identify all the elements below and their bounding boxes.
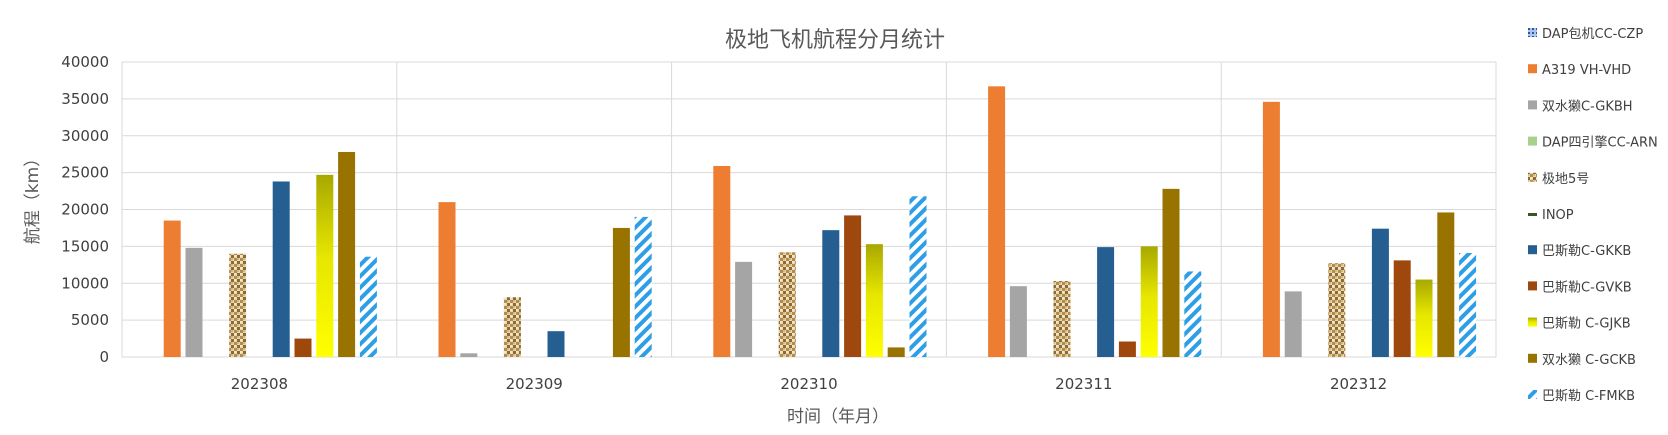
bar <box>163 220 181 357</box>
legend-label: 极地5号 <box>1542 172 1589 187</box>
chart-title: 极地飞机航程分月统计 <box>725 28 945 53</box>
legend-label: DAP包机CC-CZP <box>1542 27 1643 42</box>
y-tick-label: 30000 <box>61 127 109 145</box>
legend-label: A319 VH-VHD <box>1542 63 1631 78</box>
legend-swatch <box>1528 213 1537 216</box>
y-tick-label: 10000 <box>61 274 109 292</box>
bar <box>438 202 456 357</box>
y-axis-label: 航程（km） <box>23 150 43 244</box>
bar <box>272 181 290 357</box>
bar <box>1053 281 1071 357</box>
legend-label: DAP四引擎CC-ARN <box>1542 136 1658 151</box>
x-tick-label: 202308 <box>231 375 288 393</box>
legend-label: 双水獭C-GKBH <box>1542 99 1633 114</box>
legend-swatch <box>1528 317 1537 327</box>
bar <box>1162 188 1180 357</box>
x-axis-label: 时间（年月） <box>787 407 889 427</box>
bar <box>1393 260 1411 357</box>
bar <box>988 86 1006 358</box>
bar <box>1140 246 1158 357</box>
bar <box>1328 263 1346 357</box>
bar <box>1415 279 1433 357</box>
y-tick-label: 40000 <box>61 53 109 71</box>
y-tick-label: 0 <box>99 348 109 366</box>
bar <box>844 215 862 357</box>
bar <box>1097 247 1115 357</box>
y-tick-labels: 0 5000 10000 15000 20000 25000 30000 35000 40000 <box>61 53 109 366</box>
bar <box>1371 228 1389 357</box>
x-tick-labels: 202308 202309 202310 202311 202312 <box>231 375 1387 393</box>
bar <box>1437 212 1455 357</box>
legend: DAP包机CC-CZP A319 VH-VHD 双水獭C-GKBH DAP四引擎CC-… <box>1528 27 1658 404</box>
bar <box>778 252 796 357</box>
legend-swatch <box>1528 281 1537 291</box>
bar <box>865 244 883 357</box>
x-tick-label: 202311 <box>1055 375 1112 393</box>
bar <box>612 227 630 357</box>
bar <box>1459 253 1477 357</box>
legend-label: 巴斯勒C-GKKB <box>1542 244 1631 259</box>
y-tick-label: 20000 <box>61 201 109 219</box>
legend-swatch <box>1528 172 1537 182</box>
x-tick-label: 202309 <box>506 375 563 393</box>
x-tick-label: 202312 <box>1330 375 1387 393</box>
bar <box>1009 286 1027 357</box>
bar <box>887 347 905 357</box>
x-tick-label: 202310 <box>780 375 837 393</box>
bar <box>1118 341 1136 357</box>
bar <box>460 353 478 357</box>
legend-swatch <box>1528 64 1537 74</box>
bar <box>1184 271 1202 357</box>
legend-swatch <box>1528 245 1537 255</box>
legend-label: 巴斯勒 C-FMKB <box>1542 389 1635 404</box>
legend-swatch <box>1528 353 1537 363</box>
bar <box>713 165 731 357</box>
bar <box>909 196 927 357</box>
bars-layer <box>163 86 1477 358</box>
legend-swatch <box>1528 136 1537 146</box>
bar <box>338 151 356 357</box>
bar <box>229 253 247 357</box>
y-tick-label: 35000 <box>61 90 109 108</box>
bar <box>1262 101 1280 357</box>
y-tick-label: 15000 <box>61 237 109 255</box>
bar <box>735 261 753 357</box>
bar <box>185 247 203 357</box>
legend-swatch <box>1528 100 1537 110</box>
legend-swatch <box>1528 390 1537 399</box>
bar <box>822 230 840 357</box>
y-tick-label: 25000 <box>61 164 109 182</box>
legend-label: INOP <box>1542 208 1574 223</box>
legend-label: 巴斯勒C-GVKB <box>1542 280 1632 295</box>
legend-label: 双水獭 C-GCKB <box>1542 353 1636 368</box>
legend-label: 巴斯勒 C-GJKB <box>1542 317 1631 332</box>
y-tick-label: 5000 <box>71 311 109 329</box>
legend-swatch <box>1528 28 1537 37</box>
bar <box>294 338 312 357</box>
bar <box>634 216 652 357</box>
bar <box>503 297 521 357</box>
bar <box>316 174 334 357</box>
bar <box>359 256 377 357</box>
bar <box>1284 291 1302 357</box>
bar <box>547 331 565 357</box>
